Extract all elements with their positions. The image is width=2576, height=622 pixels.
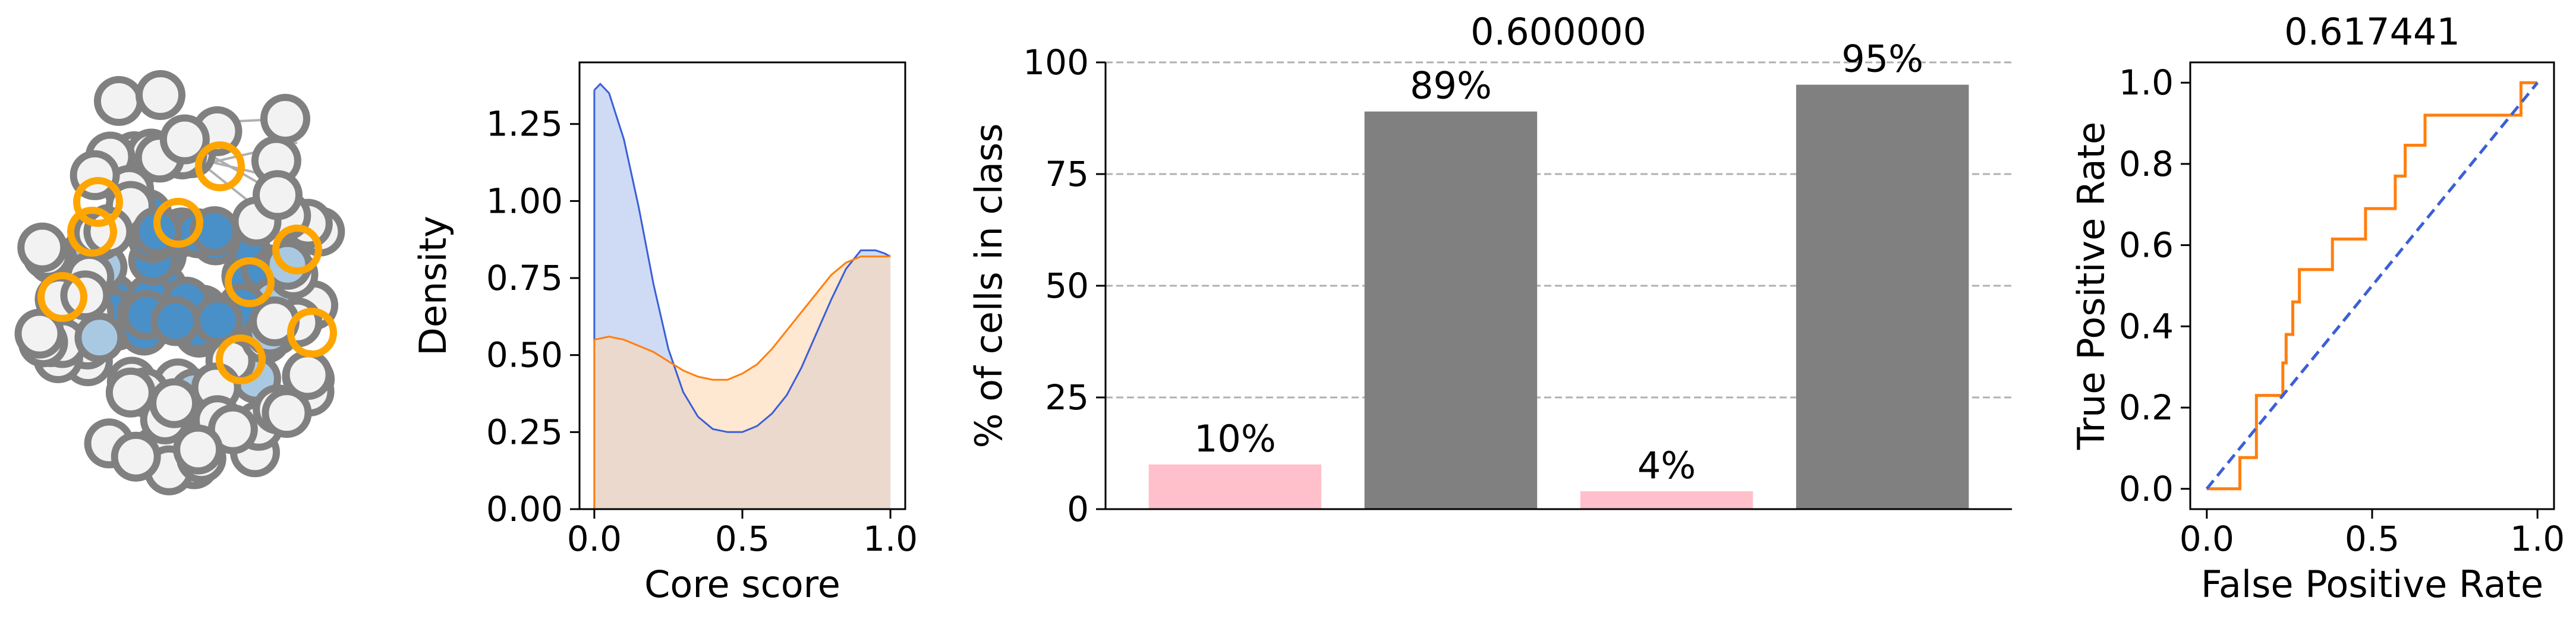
roc-xlabel: False Positive Rate: [2201, 563, 2543, 606]
bar-value-label-2: 89%: [1410, 64, 1492, 108]
density-xlabel: Core score: [644, 563, 840, 606]
bar-3: [1580, 491, 1753, 509]
density-area-2: [594, 256, 891, 509]
density-line-2: [594, 255, 891, 381]
density-line-1: [593, 83, 891, 433]
network-node: [260, 94, 310, 144]
bar-value-label-1: 10%: [1194, 417, 1276, 460]
network-node-highlight: [225, 257, 275, 307]
bar-value-label-3: 4%: [1637, 444, 1696, 487]
roc-curve-plot: 0.0 0.5 1.0 0.0 0.2 0.4 0.6 0.8 1.0 0.617441 Fa…: [2070, 10, 2565, 606]
roc-ylabel: True Positive Rate: [2070, 122, 2113, 450]
density-ytick-label: 0.00: [486, 489, 563, 529]
density-ytick-label: 0.75: [486, 258, 563, 298]
bar-ytick-label: 0: [1067, 489, 1089, 529]
roc-ytick-label: 0.0: [2119, 469, 2174, 509]
network-node: [14, 308, 65, 359]
density-plot: 0.0 0.5 1.0 0.00 0.25 0.50 0.75 1.00 1.25 Core …: [411, 61, 918, 606]
network-node: [190, 206, 240, 257]
network-node-highlight: [287, 308, 337, 358]
network-node: [193, 295, 243, 345]
bar-ytick-label: 100: [1023, 42, 1089, 83]
network-node-highlight: [195, 141, 245, 191]
network-node: [111, 431, 161, 482]
network-node-highlight: [67, 207, 117, 257]
bar-1: [1148, 464, 1322, 509]
roc-ytick-label: 0.8: [2119, 144, 2174, 184]
network-node-highlight: [153, 198, 203, 248]
network-node-highlight: [73, 177, 123, 227]
network-graph-icon: [14, 70, 345, 495]
bar-ylabel: % of cells in class: [967, 124, 1010, 449]
network-node: [262, 388, 312, 438]
density-ytick-label: 0.25: [486, 412, 563, 452]
bar-ytick-label: 25: [1045, 377, 1089, 418]
roc-xtick-label: 0.0: [2180, 519, 2234, 559]
network-node: [149, 378, 200, 428]
network-node: [173, 424, 223, 475]
bar-ytick-label: 50: [1045, 266, 1089, 306]
network-node-highlight: [272, 225, 322, 274]
density-ylabel: Density: [411, 216, 455, 356]
roc-title: 0.617441: [2284, 10, 2460, 53]
density-ytick-label: 0.50: [486, 335, 563, 375]
roc-xtick-label: 1.0: [2510, 519, 2565, 559]
network-node: [17, 222, 68, 273]
network-node-highlight: [37, 272, 87, 322]
bar-value-label-4: 95%: [1841, 37, 1923, 81]
roc-diagonal-line: [2205, 81, 2539, 490]
bar-2: [1364, 111, 1538, 509]
bar-chart: 10% 89% 4% 95% 0 25 50 75 100 0.600000 % of cel…: [967, 10, 2012, 529]
bar-ytick-label: 75: [1045, 154, 1089, 194]
density-xtick-label: 0.5: [715, 519, 770, 559]
roc-ytick-label: 1.0: [2119, 62, 2174, 103]
network-node: [105, 367, 156, 418]
bar-title: 0.600000: [1470, 10, 1646, 53]
network-node-highlight: [216, 334, 266, 384]
roc-curve-line: [2206, 81, 2538, 491]
network-node: [253, 170, 303, 220]
network-node: [150, 296, 201, 346]
density-ytick-label: 1.00: [486, 181, 563, 221]
density-xtick-label: 1.0: [863, 519, 918, 559]
network-node: [94, 76, 144, 126]
roc-ytick-label: 0.4: [2119, 306, 2174, 346]
network-node: [136, 70, 185, 120]
bar-4: [1796, 84, 1969, 510]
roc-ytick-label: 0.2: [2119, 387, 2174, 428]
roc-ytick-label: 0.6: [2119, 225, 2174, 266]
density-ytick-label: 1.25: [486, 104, 563, 144]
network-node: [159, 114, 210, 165]
density-xtick-label: 0.0: [567, 519, 622, 559]
roc-xtick-label: 0.5: [2345, 519, 2399, 559]
network-node: [74, 312, 125, 363]
